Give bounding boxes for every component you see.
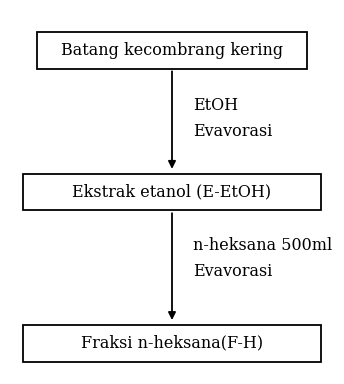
Text: Ekstrak etanol (E-EtOH): Ekstrak etanol (E-EtOH) xyxy=(73,184,271,200)
FancyBboxPatch shape xyxy=(23,325,321,362)
Text: n-heksana 500ml: n-heksana 500ml xyxy=(193,237,333,254)
Text: EtOH: EtOH xyxy=(193,97,239,114)
Text: Fraksi n-heksana(F-H): Fraksi n-heksana(F-H) xyxy=(81,334,263,352)
FancyBboxPatch shape xyxy=(36,31,308,68)
Text: Batang kecombrang kering: Batang kecombrang kering xyxy=(61,41,283,59)
Text: Evavorasi: Evavorasi xyxy=(193,122,273,140)
FancyBboxPatch shape xyxy=(23,174,321,210)
Text: Evavorasi: Evavorasi xyxy=(193,263,273,280)
